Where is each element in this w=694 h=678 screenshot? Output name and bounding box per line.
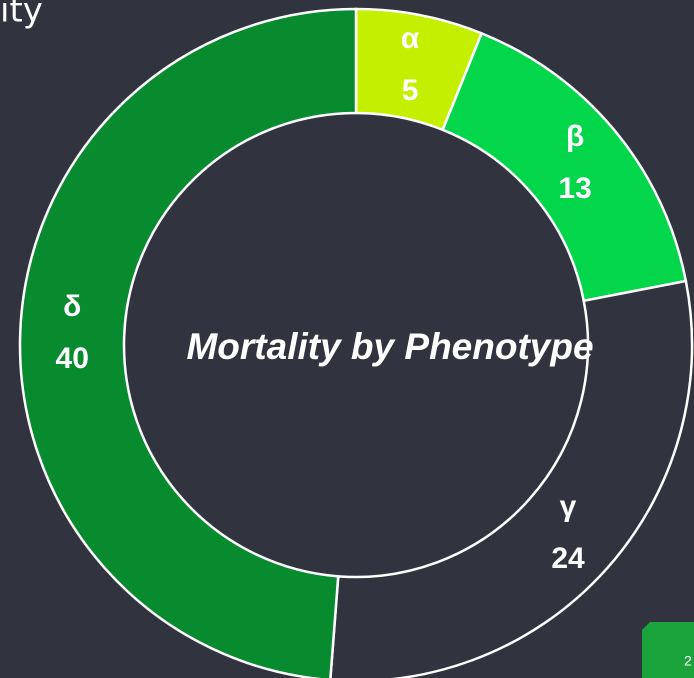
donut-segment	[18, 7, 358, 678]
segment-value: 5	[402, 74, 419, 107]
segment-value: 24	[551, 542, 585, 575]
segment-value: 40	[56, 342, 89, 375]
donut-segment	[329, 279, 694, 678]
heading-fragment: ity	[0, 0, 43, 31]
donut	[18, 7, 694, 678]
segment-name: δ	[63, 290, 81, 323]
segment-value: 13	[558, 172, 591, 205]
segment-name: γ	[560, 490, 577, 523]
segment-name: α	[401, 22, 420, 55]
slide-badge	[642, 622, 694, 678]
chart-title: Mortality by Phenotype	[186, 326, 593, 367]
slide-number: 2	[684, 653, 692, 669]
segment-name: β	[566, 120, 584, 153]
